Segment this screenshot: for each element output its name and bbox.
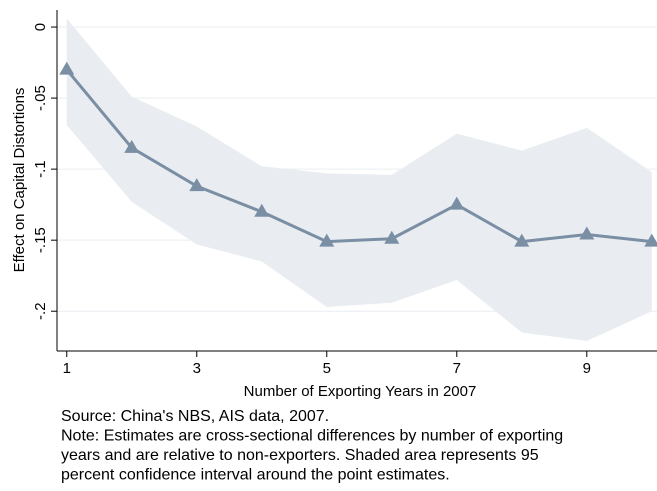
- x-tick-label: 7: [453, 360, 461, 377]
- point-marker: [644, 233, 657, 247]
- y-tick-label: -.05: [32, 85, 49, 111]
- y-tick-label: 0: [32, 23, 49, 31]
- x-tick-label: 1: [63, 360, 71, 377]
- y-tick-label: -.1: [32, 160, 49, 178]
- point-marker: [384, 230, 400, 244]
- point-marker: [319, 233, 335, 247]
- point-marker: [514, 233, 530, 247]
- x-axis-title: Number of Exporting Years in 2007: [244, 383, 477, 400]
- note-line: percent confidence interval around the p…: [61, 467, 450, 484]
- x-tick-label: 3: [193, 360, 201, 377]
- note-line: Source: China's NBS, AIS data, 2007.: [61, 408, 329, 425]
- y-tick-label: -.2: [32, 302, 49, 320]
- point-marker: [59, 61, 75, 75]
- note-line: years and are relative to non-exporters.…: [61, 447, 539, 464]
- confidence-band: [66, 18, 652, 342]
- note-line: Note: Estimates are cross-sectional diff…: [61, 428, 563, 445]
- y-tick-label: -.15: [32, 227, 49, 253]
- point-marker: [579, 226, 595, 240]
- y-axis-title: Effect on Capital Distortions: [11, 88, 28, 273]
- x-tick-label: 5: [323, 360, 331, 377]
- point-marker: [124, 139, 140, 153]
- point-marker: [449, 196, 465, 210]
- point-marker: [189, 178, 205, 192]
- x-tick-label: 9: [583, 360, 591, 377]
- point-marker: [254, 203, 270, 217]
- series-line: [65, 68, 652, 244]
